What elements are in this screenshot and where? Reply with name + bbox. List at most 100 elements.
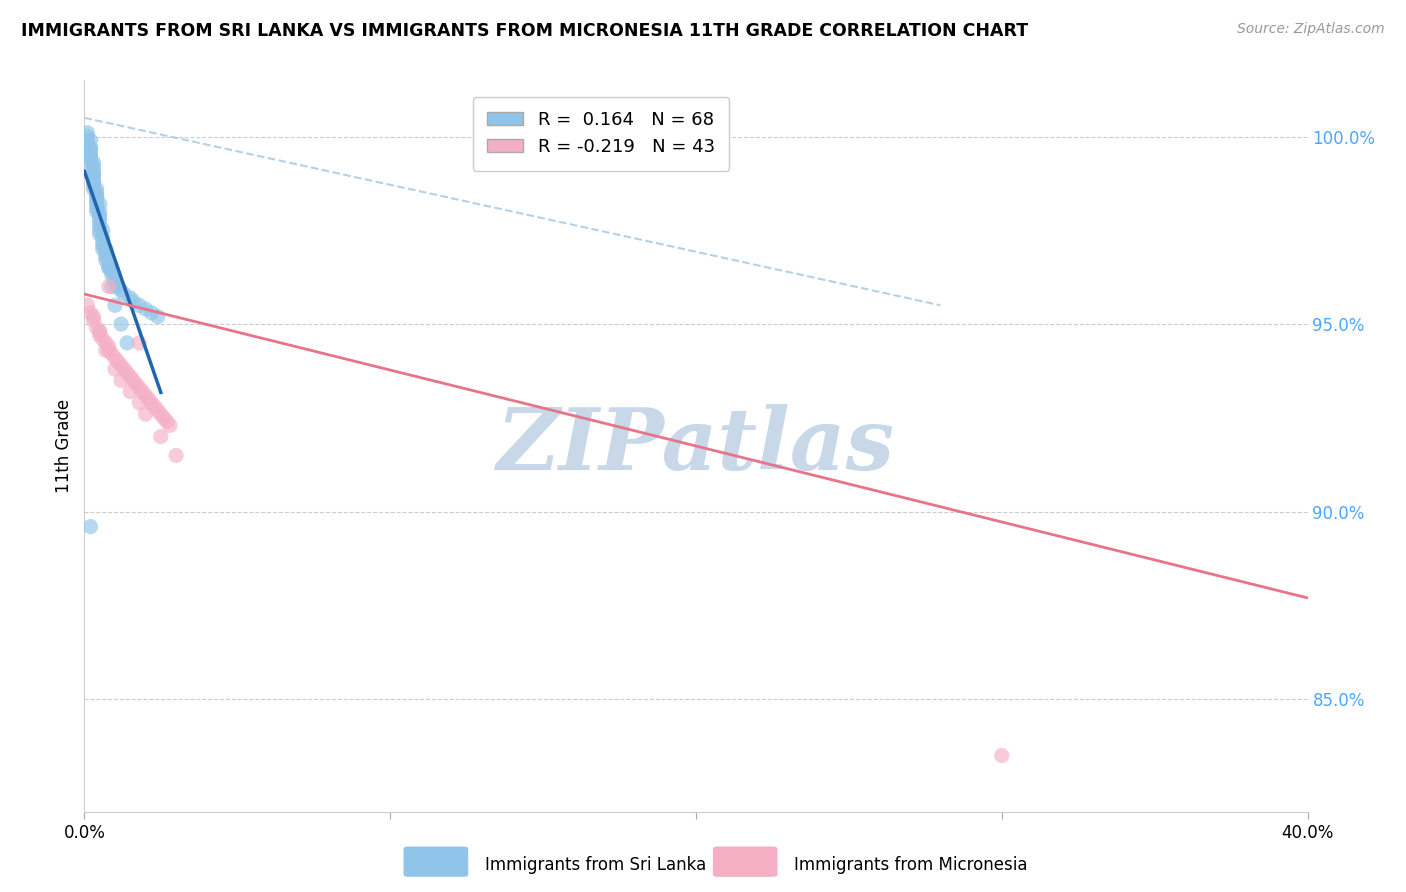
Point [79,306,101,320]
Point [89,212,111,227]
Point [79,519,101,533]
Point [89,208,111,222]
Point [135,302,157,317]
Point [112,287,135,301]
Point [104,362,127,376]
Point [146,403,169,417]
Point [89,328,111,343]
Point [79,141,101,155]
Point [120,369,142,384]
Point [89,325,111,339]
Point [91,223,114,237]
Point [94,250,117,264]
Text: Immigrants from Sri Lanka: Immigrants from Sri Lanka [485,856,706,874]
Point [122,294,145,309]
Point [120,384,142,399]
Point [89,223,111,237]
Point [83,167,105,181]
Point [101,347,124,361]
Point [86,201,108,215]
Point [76,133,98,147]
Point [146,310,169,324]
Point [112,362,135,376]
Point [79,133,101,147]
Point [83,167,105,181]
Point [104,351,127,365]
Point [76,126,98,140]
Point [107,354,129,368]
Point [165,449,187,463]
Point [128,396,150,410]
Point [135,388,157,402]
Point [91,238,114,252]
Point [107,279,129,293]
Point [91,235,114,249]
Point [89,227,111,241]
Point [86,189,108,203]
Point [94,335,117,350]
Point [76,298,98,312]
Point [110,317,132,331]
Point [83,178,105,193]
Point [76,136,98,151]
Point [101,268,124,283]
Point [91,242,114,256]
Point [125,377,148,392]
Point [97,257,120,271]
Point [110,283,132,297]
Point [104,272,127,286]
Point [122,373,145,387]
Point [97,260,120,275]
Point [79,148,101,162]
Legend: R =  0.164   N = 68, R = -0.219   N = 43: R = 0.164 N = 68, R = -0.219 N = 43 [472,96,730,170]
Point [79,156,101,170]
Point [83,313,105,327]
Text: ZIPatlas: ZIPatlas [496,404,896,488]
Point [86,182,108,196]
Point [94,242,117,256]
Point [141,306,163,320]
Point [76,129,98,144]
Point [79,145,101,159]
Point [83,160,105,174]
Point [143,400,166,414]
Point [110,359,132,373]
Point [135,407,157,421]
Point [83,175,105,189]
Text: Immigrants from Micronesia: Immigrants from Micronesia [794,856,1028,874]
Point [86,189,108,203]
Point [83,175,105,189]
Text: IMMIGRANTS FROM SRI LANKA VS IMMIGRANTS FROM MICRONESIA 11TH GRADE CORRELATION C: IMMIGRANTS FROM SRI LANKA VS IMMIGRANTS … [21,22,1028,40]
Y-axis label: 11th Grade: 11th Grade [55,399,73,493]
Point [86,194,108,208]
Point [149,429,172,443]
Point [79,141,101,155]
Point [991,748,1014,763]
Point [131,384,153,399]
Point [128,298,150,312]
Point [97,260,120,275]
Point [115,366,138,380]
Point [104,298,127,312]
Point [141,396,163,410]
Point [91,332,114,346]
Point [101,264,124,278]
Point [159,418,181,433]
Point [79,152,101,166]
Point [153,410,176,425]
Point [110,373,132,387]
Point [115,335,138,350]
Point [149,407,172,421]
Point [83,182,105,196]
Point [91,231,114,245]
Point [156,415,179,429]
Point [104,276,127,290]
Point [101,279,124,293]
Point [83,310,105,324]
Point [89,325,111,339]
Point [128,381,150,395]
Point [83,156,105,170]
Point [138,392,160,406]
Point [94,253,117,268]
Point [89,197,111,211]
